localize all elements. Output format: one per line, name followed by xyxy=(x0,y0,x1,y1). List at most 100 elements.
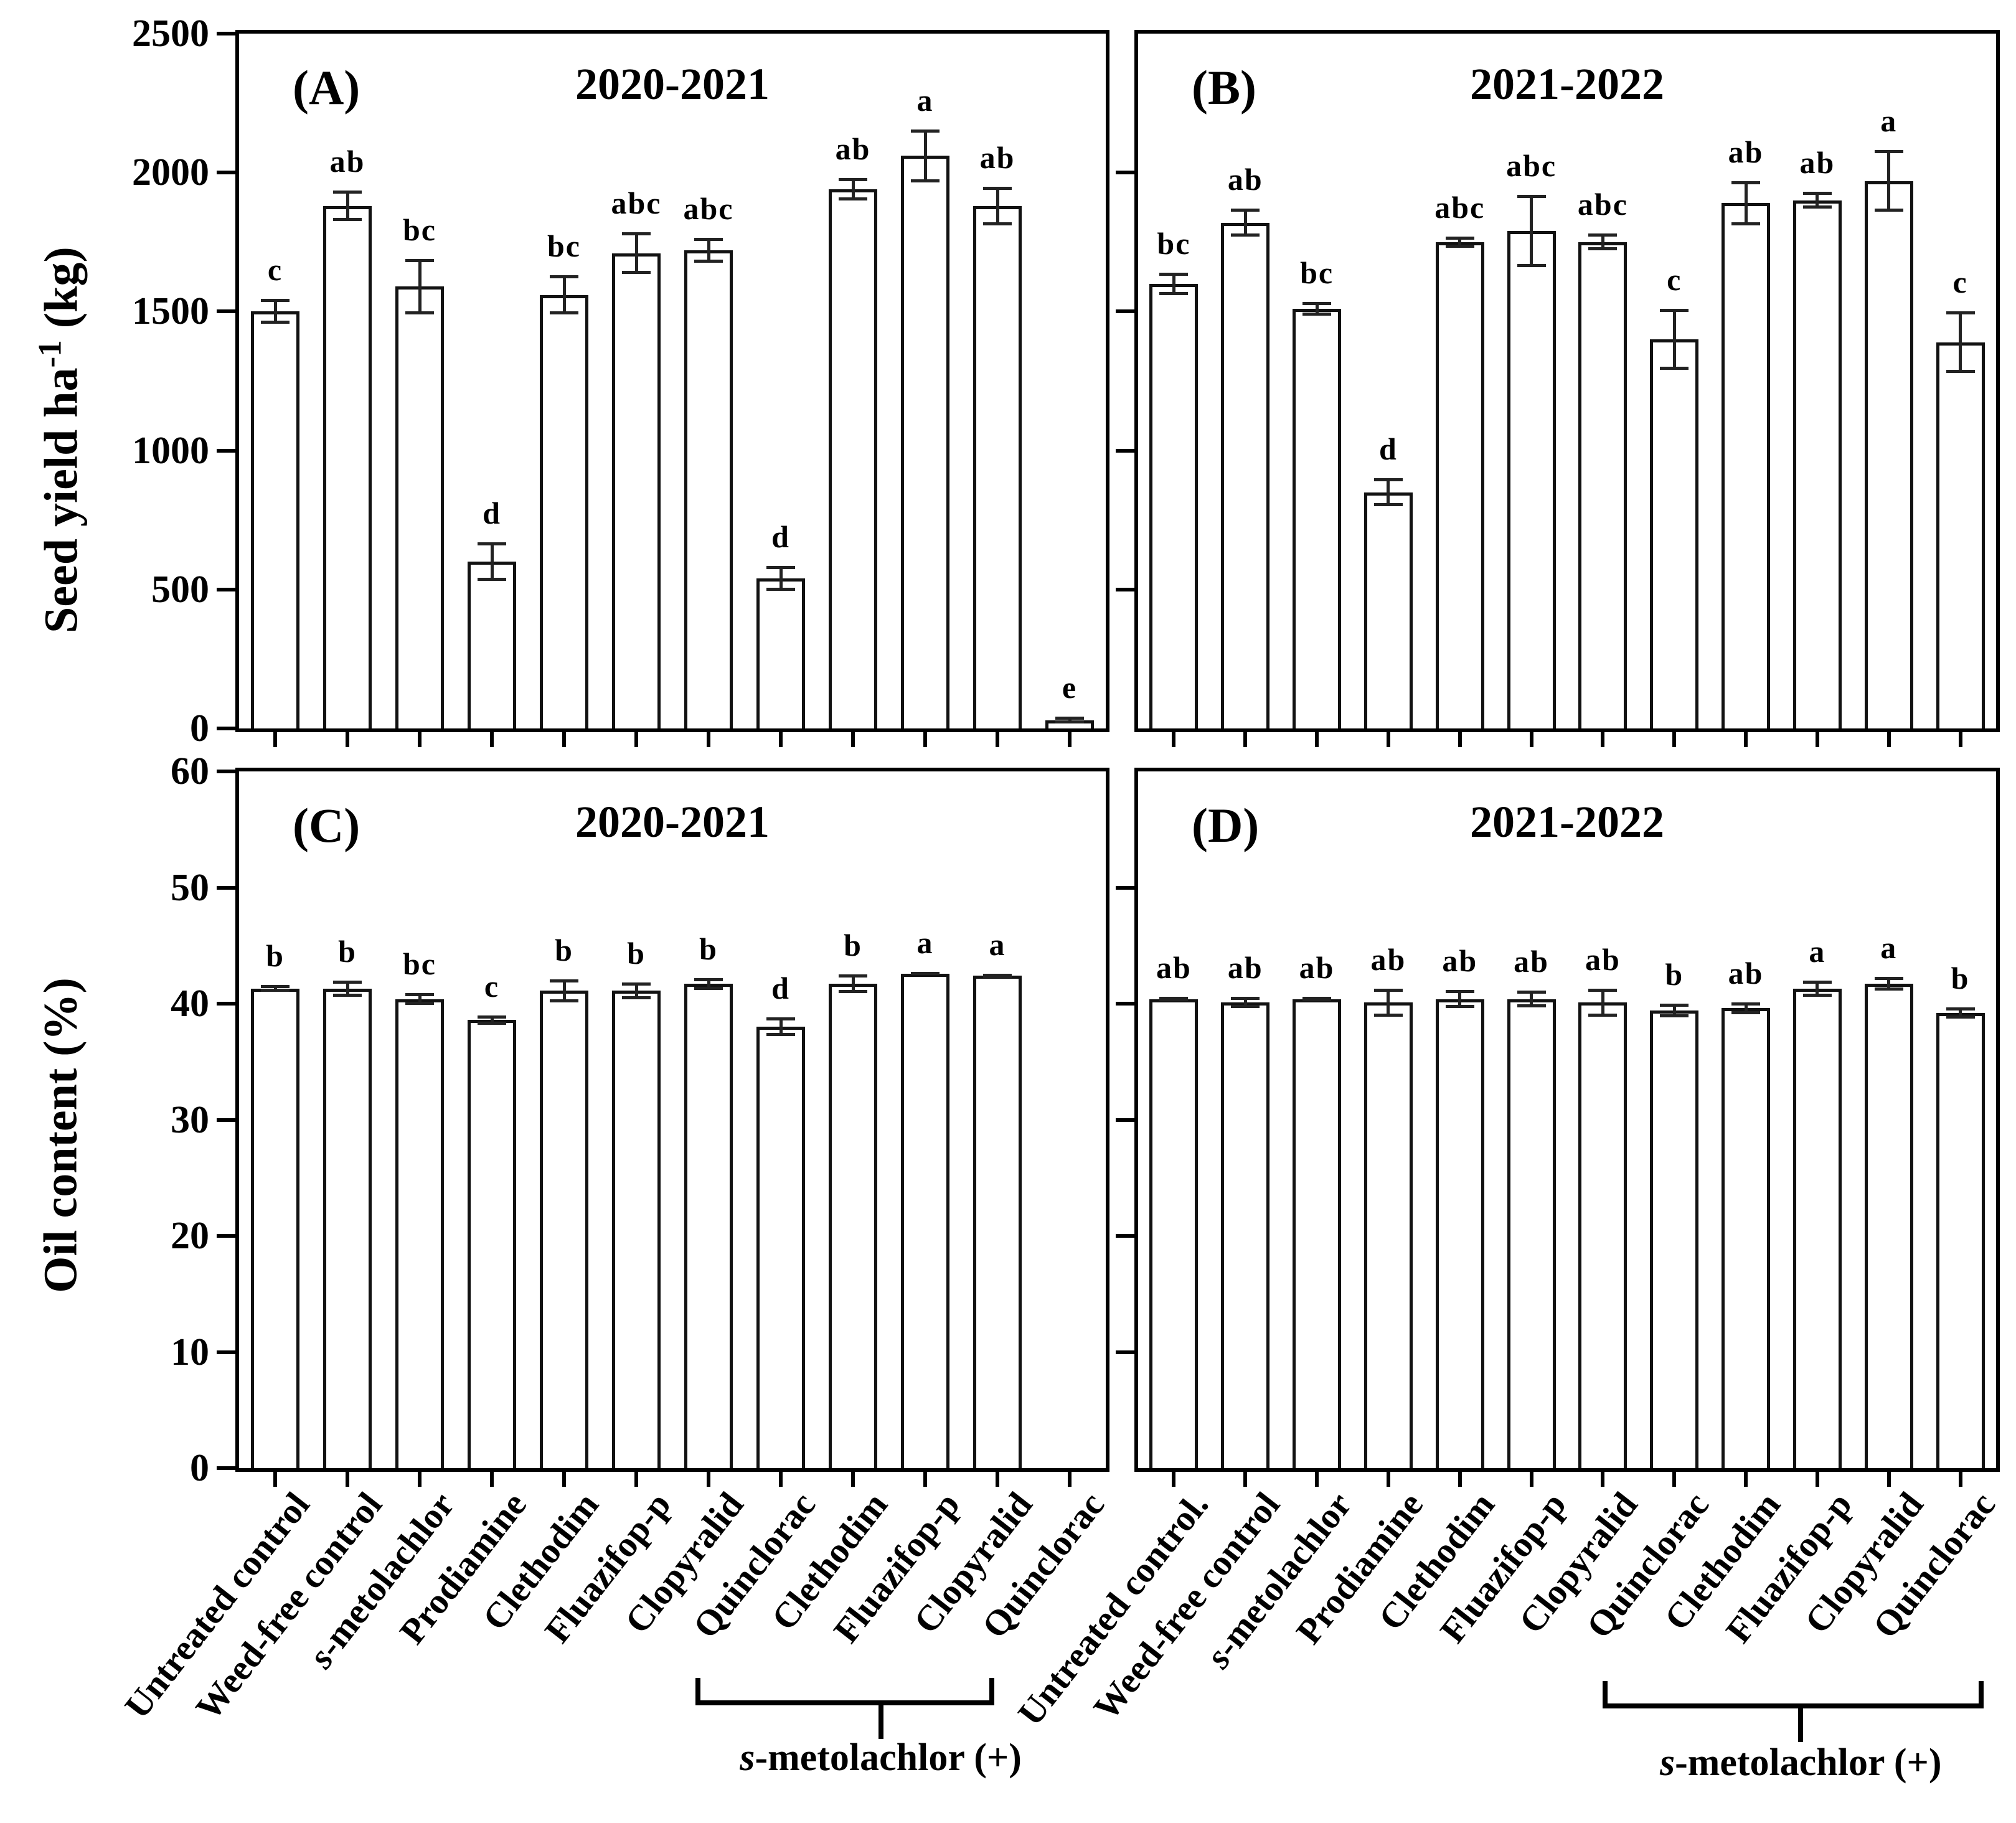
error-bar xyxy=(346,980,349,997)
bar xyxy=(468,562,516,728)
bar xyxy=(1936,342,1985,728)
error-bar-cap-bottom xyxy=(1874,987,1903,991)
error-bar-cap-bottom xyxy=(983,974,1012,978)
error-bar-cap-bottom xyxy=(1802,205,1832,209)
significance-letter: d xyxy=(483,495,501,530)
bracket-label: s-metolachlor (+) xyxy=(740,1736,1022,1779)
x-tick xyxy=(634,1468,638,1487)
error-bar xyxy=(418,258,422,314)
error-bar-cap-top xyxy=(261,299,290,303)
y-tick xyxy=(1116,1002,1134,1006)
x-tick xyxy=(1068,728,1072,747)
bar xyxy=(1578,242,1627,728)
significance-letter: a xyxy=(1880,103,1898,139)
error-bar-cap-top xyxy=(1517,194,1546,198)
error-bar-cap-bottom xyxy=(333,993,362,997)
significance-letter: b xyxy=(627,936,646,971)
significance-letter: ab xyxy=(1514,944,1549,979)
y-tick xyxy=(1116,1234,1134,1238)
error-bar-cap-bottom xyxy=(1159,291,1189,295)
error-bar-cap-bottom xyxy=(1445,244,1474,248)
error-bar-cap-bottom xyxy=(1802,993,1832,997)
bar xyxy=(1792,200,1842,728)
bracket-end-right xyxy=(989,1678,994,1705)
y-tick xyxy=(217,32,235,35)
y-axis-title-text: Seed yield ha xyxy=(35,367,88,634)
error-bar-cap-top xyxy=(1302,301,1332,305)
significance-letter: ab xyxy=(329,144,365,179)
error-bar-cap-top xyxy=(550,275,578,279)
error-bar-cap-top xyxy=(766,565,795,569)
error-bar-cap-top xyxy=(1660,308,1689,312)
x-tick xyxy=(923,728,927,747)
x-tick xyxy=(851,728,855,747)
error-bar xyxy=(634,982,638,999)
x-tick xyxy=(779,1468,783,1487)
bar xyxy=(251,311,299,728)
bar xyxy=(901,973,949,1468)
significance-letter: bc xyxy=(1157,225,1191,261)
panel-letter-a: (A) xyxy=(293,60,360,115)
error-bar xyxy=(1530,194,1533,267)
significance-letter: ab xyxy=(1728,956,1764,991)
error-bar-cap-top xyxy=(1231,209,1260,212)
error-bar-cap-bottom xyxy=(550,311,578,314)
x-tick xyxy=(273,728,277,747)
x-tick xyxy=(1815,728,1819,747)
significance-letter: bc xyxy=(1300,255,1334,290)
significance-letter: bc xyxy=(547,228,581,264)
error-bar-cap-bottom xyxy=(1874,208,1903,212)
y-tick-label: 20 xyxy=(171,1215,209,1257)
error-bar xyxy=(562,275,566,314)
bar xyxy=(901,156,949,728)
significance-letter: abc xyxy=(1434,189,1486,225)
error-bar-cap-top xyxy=(1231,996,1260,1000)
error-bar-cap-bottom xyxy=(405,311,434,314)
error-bar-cap-top xyxy=(333,191,362,194)
error-bar-cap-bottom xyxy=(405,1001,434,1005)
bar xyxy=(1722,203,1771,728)
bar xyxy=(1364,492,1413,728)
error-bar xyxy=(996,186,999,225)
bar xyxy=(1221,222,1270,728)
error-bar-cap-top xyxy=(911,130,940,133)
y-tick-label: 0 xyxy=(190,707,209,750)
x-tick xyxy=(1672,1468,1677,1487)
significance-letter: b xyxy=(844,928,862,963)
x-tick xyxy=(1672,728,1677,747)
x-tick xyxy=(1601,1468,1605,1487)
error-bar xyxy=(418,993,422,1005)
y-tick xyxy=(1116,309,1134,314)
bar xyxy=(1149,999,1199,1468)
y-tick-label: 1000 xyxy=(132,429,209,472)
x-tick xyxy=(562,728,566,747)
significance-letter: ab xyxy=(1728,134,1764,169)
error-bar-cap-bottom xyxy=(1588,247,1618,251)
error-bar-cap-top xyxy=(1660,1004,1689,1007)
y-tick xyxy=(217,1234,235,1238)
y-tick-label: 50 xyxy=(171,866,209,909)
x-tick xyxy=(1886,728,1891,747)
error-bar-cap-top xyxy=(1588,988,1618,992)
y-tick xyxy=(1116,448,1134,453)
error-bar xyxy=(1458,236,1462,248)
error-bar xyxy=(634,232,638,275)
bar xyxy=(395,286,444,728)
x-tick xyxy=(707,728,710,747)
bracket-stem xyxy=(878,1700,883,1739)
error-bar-cap-bottom xyxy=(911,179,940,182)
x-tick xyxy=(1172,728,1176,747)
error-bar-cap-top xyxy=(983,186,1012,190)
error-bar-cap-top xyxy=(1517,991,1546,994)
significance-letter: bc xyxy=(403,946,436,982)
superscript-minus-one: -1 xyxy=(31,340,68,368)
y-tick-label: 1500 xyxy=(132,290,209,333)
x-tick xyxy=(1458,1468,1462,1487)
bar xyxy=(1507,230,1556,728)
error-bar xyxy=(779,1017,783,1037)
x-tick xyxy=(418,728,422,747)
significance-letter: b xyxy=(1951,960,1970,996)
y-tick-label: 2000 xyxy=(132,151,209,194)
y-tick xyxy=(217,309,235,314)
x-tick xyxy=(923,1468,927,1487)
